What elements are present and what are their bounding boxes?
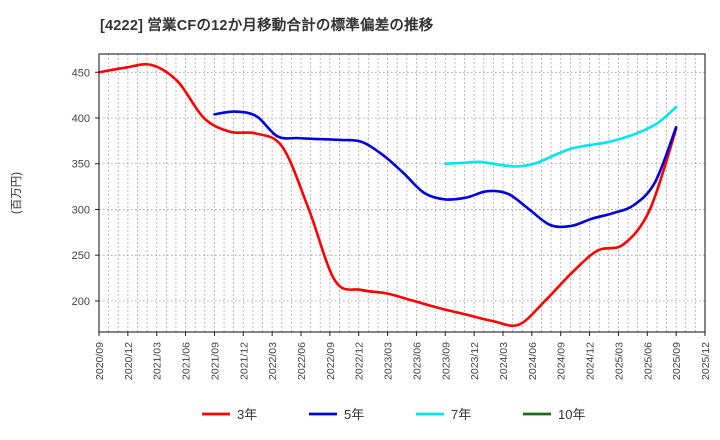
x-axis-tick-label: 2024/12 bbox=[585, 342, 597, 380]
legend-label-10年: 10年 bbox=[558, 407, 585, 422]
x-axis-tick-label: 2022/12 bbox=[354, 342, 366, 380]
y-axis-tick-label: 200 bbox=[72, 296, 90, 308]
plot-frame bbox=[98, 53, 706, 333]
x-axis-tick-label: 2021/09 bbox=[209, 342, 221, 380]
x-axis-tick-label: 2023/03 bbox=[383, 342, 395, 380]
legend-label-5年: 5年 bbox=[344, 407, 364, 422]
x-axis-tick-label: 2024/09 bbox=[556, 342, 568, 380]
legend-label-3年: 3年 bbox=[237, 407, 257, 422]
legend-label-7年: 7年 bbox=[451, 407, 471, 422]
x-axis-tick-label: 2022/06 bbox=[296, 342, 308, 380]
x-axis-tick-label: 2024/03 bbox=[498, 342, 510, 380]
x-axis-tick-label: 2025/06 bbox=[642, 342, 654, 380]
x-axis-tick-label: 2021/03 bbox=[152, 342, 164, 380]
x-axis-tick-label: 2021/12 bbox=[238, 342, 250, 380]
x-axis-tick-label: 2022/03 bbox=[267, 342, 279, 380]
x-axis-tick-label: 2024/06 bbox=[527, 342, 539, 380]
y-axis-tick-label: 300 bbox=[72, 204, 90, 216]
x-axis-tick-label: 2023/12 bbox=[469, 342, 481, 380]
x-axis-tick-label: 2023/09 bbox=[440, 342, 452, 380]
series-line-5年 bbox=[213, 110, 678, 229]
chart-title: [4222] 営業CFの12か月移動合計の標準偏差の推移 bbox=[100, 18, 434, 34]
x-axis-tick-label: 2025/12 bbox=[700, 342, 712, 380]
y-axis-tick-label: 250 bbox=[72, 250, 90, 262]
y-axis-tick-label: 400 bbox=[72, 113, 90, 125]
x-axis-tick-label: 2022/09 bbox=[325, 342, 337, 380]
y-axis-tick-label: 350 bbox=[72, 159, 90, 171]
x-axis-tick-label: 2020/12 bbox=[123, 342, 135, 380]
x-axis-tick-label: 2023/06 bbox=[411, 342, 423, 380]
series-line-3年 bbox=[97, 62, 678, 328]
y-axis-label: (百万円) bbox=[11, 172, 23, 214]
y-axis-tick-label: 450 bbox=[72, 67, 90, 79]
x-axis-tick-label: 2025/03 bbox=[613, 342, 625, 380]
series-line-7年 bbox=[443, 105, 678, 168]
x-axis-tick-label: 2025/09 bbox=[671, 342, 683, 380]
x-axis-tick-label: 2021/06 bbox=[181, 342, 193, 380]
x-axis-tick-label: 2020/09 bbox=[94, 342, 106, 380]
